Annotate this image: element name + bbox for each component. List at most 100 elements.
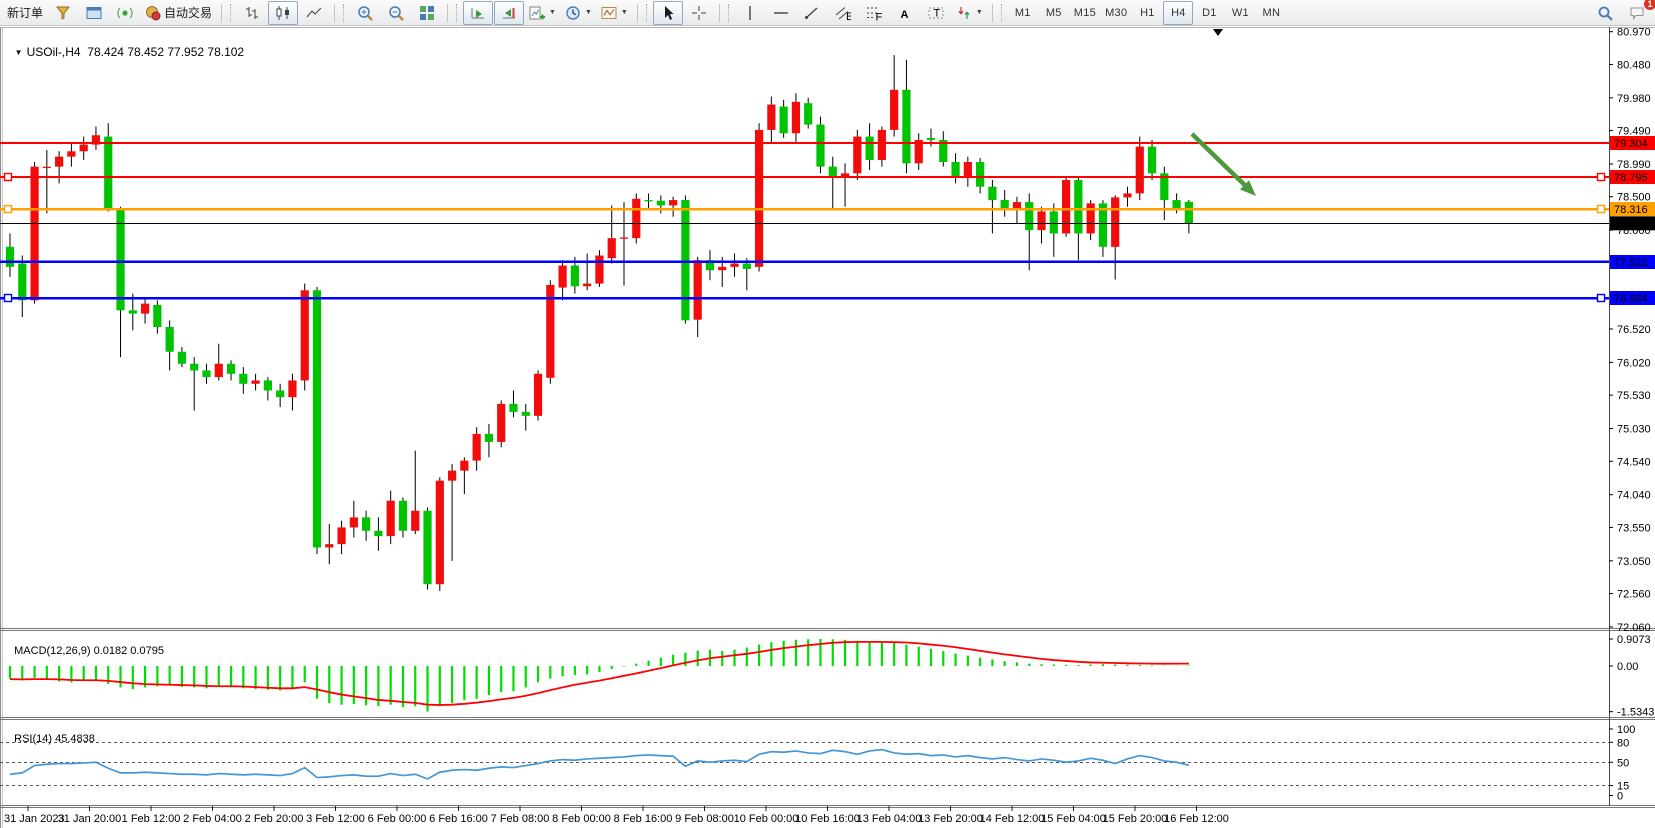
svg-text:74.040: 74.040 — [1617, 490, 1651, 502]
zoom-out-icon — [389, 5, 404, 21]
svg-text:13 Feb 20:00: 13 Feb 20:00 — [918, 813, 983, 825]
search-button[interactable] — [1590, 1, 1620, 25]
macd-values: 0.0182 0.0795 — [93, 645, 164, 657]
rsi-indicator-label: RSI(14) 45.4838 — [8, 721, 95, 745]
svg-text:79.980: 79.980 — [1617, 93, 1651, 105]
panel-separators — [0, 27, 1655, 808]
timeframe-h1-button[interactable]: H1 — [1140, 6, 1155, 19]
fibonacci-icon: F — [866, 7, 882, 21]
svg-text:73.050: 73.050 — [1617, 556, 1651, 568]
autotrade-button[interactable]: 自动交易 — [141, 1, 216, 25]
price-hline-78.316[interactable] — [0, 204, 1609, 214]
new-chart-icon — [529, 6, 546, 19]
tile-windows-icon — [420, 5, 435, 20]
title-symbol: USOil-,H4 — [26, 45, 81, 59]
equidistant-channel-button[interactable]: E — [828, 1, 858, 25]
market-watch-button[interactable] — [79, 1, 109, 25]
price-label-78.795[interactable]: 78.795 — [1610, 170, 1655, 185]
svg-text:T: T — [933, 7, 940, 19]
macd-panel — [8, 638, 1190, 712]
svg-text:73.550: 73.550 — [1617, 522, 1651, 534]
new-chart-button[interactable]: ▼ — [525, 1, 560, 25]
timeframe-mn-button[interactable]: MN — [1262, 6, 1281, 19]
price-label-78.316[interactable]: 78.316 — [1610, 202, 1655, 217]
svg-text:31 Jan 2023: 31 Jan 2023 — [4, 813, 65, 825]
svg-text:80.480: 80.480 — [1617, 59, 1651, 71]
price-hline-76.984[interactable] — [0, 293, 1609, 303]
timeframe-m5-button[interactable]: M5 — [1045, 6, 1062, 19]
timeframe-m30-button[interactable]: M30 — [1105, 6, 1128, 19]
dropdown-caret-icon[interactable]: ▼ — [549, 9, 556, 16]
notifications-button[interactable]: 1 — [1622, 0, 1655, 25]
horizontal-line-button[interactable] — [766, 1, 796, 25]
arrows-button[interactable]: ▼ — [952, 1, 987, 25]
dropdown-caret-icon[interactable]: ▼ — [584, 9, 592, 16]
new-order-button[interactable]: 新订单 — [3, 1, 47, 25]
auto-scroll-button[interactable] — [463, 0, 494, 25]
timeframe-h4-button[interactable]: H4 — [1163, 0, 1194, 25]
signals-button[interactable] — [110, 1, 140, 25]
svg-text:15: 15 — [1617, 781, 1629, 793]
trendline-button[interactable] — [797, 1, 827, 25]
market-watch-icon — [86, 6, 102, 19]
price-label-79.304[interactable]: 79.304 — [1610, 136, 1655, 151]
svg-text:16 Feb 12:00: 16 Feb 12:00 — [1164, 813, 1229, 825]
price-hline-78.795[interactable] — [0, 172, 1609, 182]
main-toolbar: 新订单 自动交易 ▼ ▼ ▼ E F A T ▼ M1 M5 M15 M30 H1 H4 D1 W1 MN 1 — [0, 0, 1655, 26]
dropdown-caret-icon[interactable]: ▼ — [620, 9, 628, 16]
macd-name: MACD(12,26,9) — [14, 645, 91, 657]
cursor-button[interactable] — [652, 0, 683, 25]
timeframe-m15-button[interactable]: M15 — [1073, 6, 1097, 19]
shift-marker-icon[interactable] — [1213, 29, 1223, 36]
svg-text:76.020: 76.020 — [1617, 357, 1651, 369]
symbol-dropdown-icon[interactable]: ▼ — [14, 48, 23, 57]
price-label-76.984[interactable]: 76.984 — [1610, 291, 1655, 306]
search-icon — [1598, 6, 1613, 21]
svg-text:8 Feb 16:00: 8 Feb 16:00 — [614, 813, 673, 825]
toolbar-grip — [230, 3, 233, 22]
funnel-button[interactable] — [48, 1, 78, 25]
bar-chart-button[interactable] — [237, 1, 267, 25]
svg-text:14 Feb 12:00: 14 Feb 12:00 — [980, 813, 1045, 825]
candlestick-chart-button[interactable] — [268, 0, 299, 25]
tile-windows-button[interactable] — [412, 1, 442, 25]
svg-text:79.304: 79.304 — [1614, 138, 1648, 150]
zoom-out-button[interactable] — [381, 1, 411, 25]
svg-text:F: F — [875, 11, 882, 21]
trendline-icon — [804, 7, 818, 19]
down-trend-arrow[interactable] — [1190, 132, 1256, 196]
svg-text:10 Feb 00:00: 10 Feb 00:00 — [734, 813, 799, 825]
new-order-label: 新订单 — [7, 6, 44, 20]
candles — [5, 55, 1193, 591]
text-label-button[interactable]: T — [921, 1, 951, 25]
svg-text:77.523: 77.523 — [1614, 257, 1648, 269]
svg-text:13 Feb 04:00: 13 Feb 04:00 — [857, 813, 922, 825]
svg-text:8 Feb 00:00: 8 Feb 00:00 — [552, 813, 611, 825]
timeframe-m1-button[interactable]: M1 — [1014, 6, 1031, 19]
periods-button[interactable]: ▼ — [561, 1, 596, 25]
dropdown-caret-icon[interactable]: ▼ — [975, 9, 983, 16]
chart-shift-button[interactable] — [494, 0, 525, 25]
price-label-77.523[interactable]: 77.523 — [1610, 254, 1655, 269]
price-label-78.102[interactable]: 78.102 — [1610, 216, 1655, 231]
chart-shift-icon — [503, 7, 516, 18]
templates-button[interactable]: ▼ — [597, 1, 632, 25]
text-button[interactable]: A — [890, 1, 920, 25]
line-chart-button[interactable] — [299, 1, 329, 25]
svg-text:78.316: 78.316 — [1614, 204, 1648, 216]
fibonacci-button[interactable]: F — [859, 1, 889, 25]
macd-indicator-label: MACD(12,26,9) 0.0182 0.0795 — [8, 633, 164, 657]
svg-text:2 Feb 20:00: 2 Feb 20:00 — [245, 813, 304, 825]
toolbar-separator — [221, 3, 223, 22]
vertical-line-button[interactable] — [735, 1, 765, 25]
toolbar-separator — [636, 3, 638, 22]
timeframe-d1-button[interactable]: D1 — [1202, 6, 1217, 19]
crosshair-button[interactable] — [684, 1, 714, 25]
zoom-in-button[interactable] — [350, 1, 380, 25]
candlestick-chart-icon — [276, 5, 290, 20]
svg-text:78.990: 78.990 — [1617, 159, 1651, 171]
autotrade-icon — [146, 5, 161, 20]
svg-text:50: 50 — [1617, 757, 1629, 769]
timeframe-w1-button[interactable]: W1 — [1231, 6, 1249, 19]
